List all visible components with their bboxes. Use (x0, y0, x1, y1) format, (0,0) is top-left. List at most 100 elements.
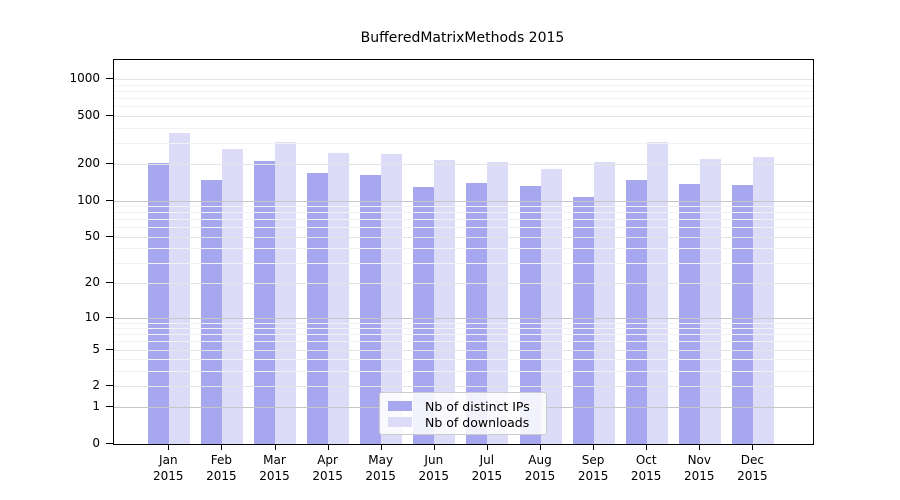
x-tick-label-mar: Mar 2015 (259, 453, 290, 483)
legend-row-downloads: Nb of downloads (388, 414, 538, 430)
x-tick-mark (593, 444, 595, 450)
y-tick-mark (106, 78, 113, 80)
plot-area (113, 59, 814, 445)
bar-downloads-oct (646, 141, 668, 444)
bar-downloads-feb (221, 148, 243, 444)
y-tick-label: 5 (92, 341, 100, 356)
legend-label-distinct-ips: Nb of distinct IPs (425, 398, 530, 414)
bar-distinct-ips-aug (519, 186, 541, 444)
bar-downloads-jul (487, 162, 509, 444)
minor-gridline (114, 91, 813, 93)
x-tick-label-nov: Nov 2015 (684, 453, 715, 483)
legend-swatch-distinct-ips (388, 401, 412, 411)
y-tick-label: 20 (84, 275, 100, 290)
minor-gridline (114, 328, 813, 330)
y-tick-label: 1 (92, 399, 100, 414)
legend-row-distinct-ips: Nb of distinct IPs (388, 398, 538, 414)
x-tick-label-oct: Oct 2015 (630, 453, 662, 483)
minor-gridline (114, 98, 813, 100)
x-tick-label-aug: Aug 2015 (524, 453, 556, 483)
y-tick-mark (106, 235, 113, 237)
bar-distinct-ips-may (360, 174, 382, 444)
minor-gridline (114, 359, 813, 361)
y-tick-mark (106, 199, 113, 201)
y-tick-mark (106, 348, 113, 350)
bar-distinct-ips-oct (625, 180, 647, 444)
y-tick-label: 1000 (69, 71, 100, 86)
y-tick-label: 10 (84, 309, 100, 324)
y-tick-label: 100 (77, 192, 100, 207)
bar-distinct-ips-apr (307, 173, 329, 444)
gridline (114, 79, 813, 81)
minor-gridline (114, 262, 813, 264)
bar-distinct-ips-sep (572, 196, 594, 444)
bar-downloads-dec (752, 157, 774, 444)
minor-gridline (114, 106, 813, 108)
legend: Nb of distinct IPs Nb of downloads (379, 392, 547, 435)
y-tick-label: 2 (92, 378, 100, 392)
x-tick-mark (221, 444, 223, 450)
minor-gridline (114, 322, 813, 324)
gridline (114, 236, 813, 238)
y-tick-mark (106, 406, 113, 408)
x-tick-label-jul: Jul 2015 (471, 453, 503, 483)
minor-gridline (114, 212, 813, 214)
bar-distinct-ips-dec (731, 184, 753, 444)
x-tick-mark (274, 444, 276, 450)
minor-gridline (114, 142, 813, 144)
x-tick-label-apr: Apr 2015 (312, 453, 343, 483)
bar-distinct-ips-mar (254, 160, 275, 444)
bar-distinct-ips-jun (413, 187, 435, 444)
bar-distinct-ips-nov (678, 184, 700, 444)
gridline (114, 164, 813, 166)
minor-gridline (114, 248, 813, 249)
y-tick-mark (106, 163, 113, 165)
minor-gridline (114, 85, 813, 86)
y-tick-mark (106, 443, 113, 444)
minor-gridline (114, 227, 813, 229)
minor-gridline (114, 334, 813, 336)
chart-title: BufferedMatrixMethods 2015 (360, 30, 565, 46)
gridline (114, 283, 813, 285)
x-tick-label-may: May 2015 (365, 453, 396, 483)
x-tick-mark (752, 444, 754, 450)
y-tick-mark (106, 385, 113, 386)
x-tick-label-jun: Jun 2015 (418, 453, 450, 483)
bar-downloads-jun (434, 160, 456, 444)
x-tick-mark (486, 444, 488, 450)
y-tick-mark (106, 316, 113, 318)
bar-downloads-jan (168, 133, 190, 444)
gridline (114, 349, 813, 351)
bar-downloads-sep (593, 161, 615, 444)
gridline (114, 317, 813, 319)
x-tick-label-feb: Feb 2015 (206, 453, 237, 483)
x-tick-mark (433, 444, 435, 450)
grid-layer (114, 60, 813, 444)
x-tick-mark (327, 444, 329, 450)
gridline (114, 116, 813, 117)
x-tick-mark (540, 444, 541, 450)
bar-distinct-ips-jan (147, 162, 169, 444)
x-tick-label-sep: Sep 2015 (577, 453, 609, 483)
minor-gridline (114, 206, 813, 207)
x-tick-label-jan: Jan 2015 (153, 453, 184, 483)
minor-gridline (114, 127, 813, 129)
legend-swatch-downloads (388, 417, 412, 427)
minor-gridline (114, 341, 813, 343)
minor-gridline (114, 370, 813, 372)
bar-distinct-ips-feb (200, 179, 222, 444)
x-tick-mark (168, 444, 170, 450)
gridline (114, 386, 813, 387)
y-tick-mark (106, 115, 113, 116)
y-tick-label: 200 (77, 156, 100, 171)
bar-downloads-nov (699, 158, 721, 444)
gridline (114, 200, 813, 202)
legend-label-downloads: Nb of downloads (425, 414, 530, 430)
x-tick-mark (380, 444, 382, 450)
x-tick-label-dec: Dec 2015 (737, 453, 768, 483)
y-tick-label: 0 (92, 436, 100, 450)
bar-downloads-aug (540, 169, 562, 444)
x-tick-mark (699, 444, 701, 450)
y-tick-label: 50 (84, 228, 100, 243)
